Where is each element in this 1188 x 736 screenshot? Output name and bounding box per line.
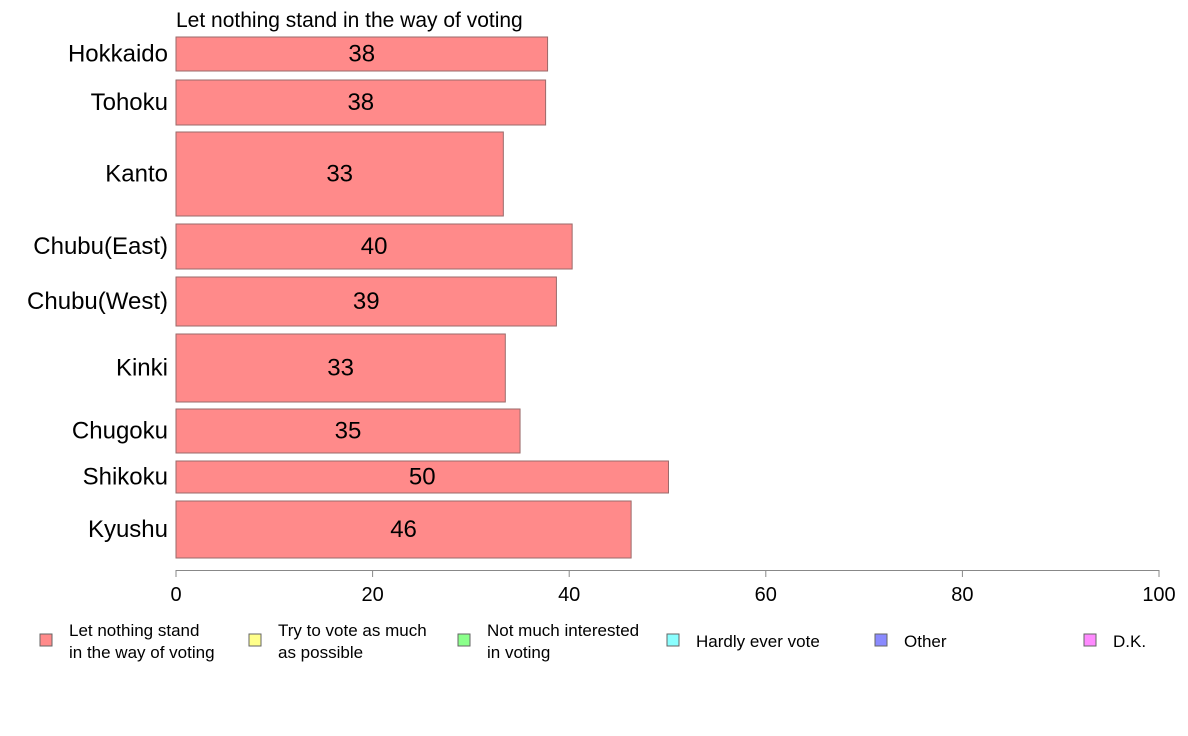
category-label: Hokkaido [68, 41, 168, 68]
legend-swatch [1083, 633, 1097, 647]
category-label: Chugoku [72, 418, 168, 445]
x-tick-label: 60 [755, 584, 777, 606]
data-label: 50 [409, 464, 436, 491]
bar-shikoku [175, 460, 669, 494]
legend-label: Try to vote as much [278, 621, 427, 640]
data-label: 46 [390, 516, 417, 543]
category-label: Chubu(East) [33, 233, 168, 260]
category-label: Kanto [105, 161, 168, 188]
x-tick-label: 40 [558, 584, 580, 606]
data-label: 39 [353, 288, 380, 315]
chart-title: Let nothing stand in the way of voting [176, 9, 523, 32]
bar-chubueast [175, 223, 573, 270]
legend-label: Other [904, 632, 947, 651]
legend-label: Not much interested [487, 621, 639, 640]
bar-hokkaido [175, 36, 549, 72]
legend-swatch [874, 633, 888, 647]
legend-swatch [457, 633, 471, 647]
bar-tohoku [175, 79, 547, 126]
category-label: Kinki [116, 355, 168, 382]
legend: Let nothing stand in the way of voting Try… [39, 621, 1146, 662]
bar-chubuwest [175, 276, 557, 327]
category-label: Shikoku [83, 464, 168, 491]
x-tick-label: 0 [170, 584, 181, 606]
x-axis: 0 20 40 60 80 100 [170, 570, 1176, 606]
legend-label: Hardly ever vote [696, 632, 820, 651]
legend-label: D.K. [1113, 632, 1146, 651]
x-tick-label: 80 [951, 584, 973, 606]
data-label: 38 [347, 89, 374, 116]
legend-label: in the way of voting [69, 643, 215, 662]
x-tick-label: 100 [1142, 584, 1175, 606]
bar-kyushu [175, 500, 632, 559]
data-label: 33 [327, 355, 354, 382]
data-label: 33 [326, 161, 353, 188]
x-tick-label: 20 [361, 584, 383, 606]
legend-swatch [666, 633, 680, 647]
legend-label: Let nothing stand [69, 621, 199, 640]
bar-kinki [175, 333, 506, 403]
legend-label: in voting [487, 643, 550, 662]
category-label: Tohoku [91, 89, 168, 116]
bar-chugoku [175, 408, 521, 454]
legend-swatch [39, 633, 53, 647]
data-label: 38 [348, 41, 375, 68]
data-label: 35 [335, 418, 362, 445]
legend-swatch [248, 633, 262, 647]
bar-kanto [175, 131, 504, 217]
legend-label: as possible [278, 643, 363, 662]
category-label: Chubu(West) [27, 288, 168, 315]
category-label: Kyushu [88, 516, 168, 543]
bars-group: Hokkaido 38 Tohoku 38 Kanto 33 Chubu(East) 40 Ch… [27, 36, 669, 559]
data-label: 40 [361, 233, 388, 260]
